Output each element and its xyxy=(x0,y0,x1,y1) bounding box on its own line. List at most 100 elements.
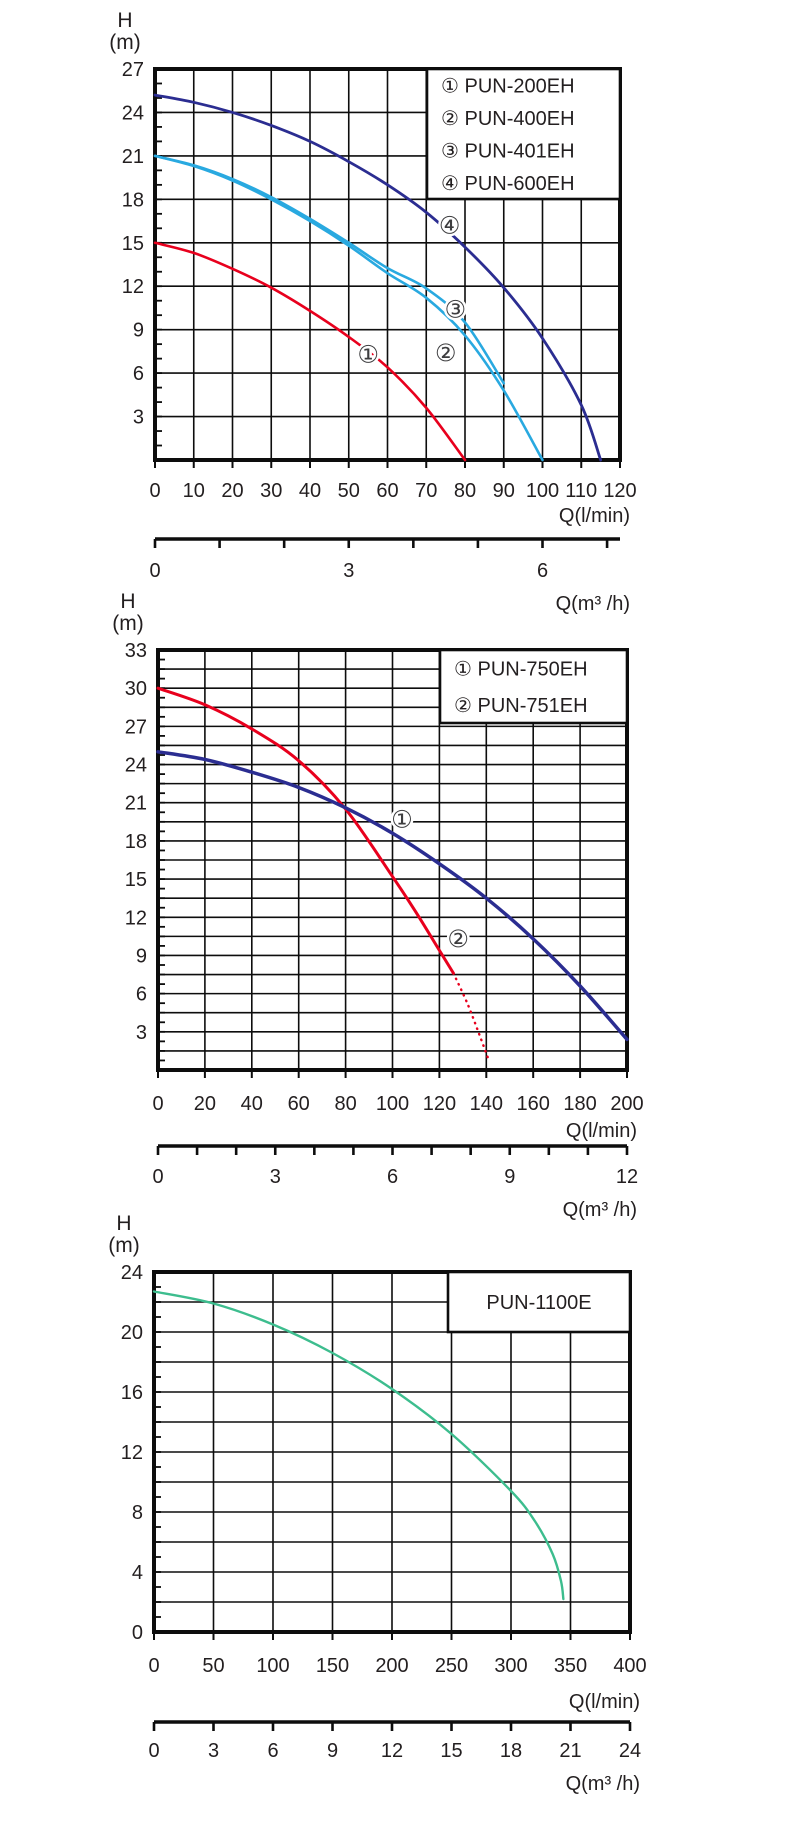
y-tick-label: 3 xyxy=(136,1022,147,1044)
y-tick-label: 6 xyxy=(136,984,147,1006)
x-tick-label: 120 xyxy=(423,1093,456,1115)
y-axis-title-unit: (m) xyxy=(109,31,140,54)
chart-pun-200-600-ruler: 0 3 6 Q(m³ /h) xyxy=(149,537,630,615)
ruler-tick-label: 18 xyxy=(500,1740,522,1762)
chart-pun-750-751-legend: ① PUN-750EH ② PUN-751EH xyxy=(438,648,629,725)
x-axis-title: Q(l/min) xyxy=(569,1691,640,1713)
legend-item: PUN-1100E xyxy=(486,1292,591,1314)
y-axis-title-unit: (m) xyxy=(112,612,143,635)
curve-PUN-750EH xyxy=(156,750,629,1042)
curve-marker-label: ① xyxy=(357,341,379,368)
x-tick-label: 200 xyxy=(610,1093,643,1115)
chart-pun-200-600-legend: ① PUN-200EH ② PUN-400EH ③ PUN-401EH ④ PUN-6… xyxy=(425,67,622,201)
chart-pun-1100-y-ticks xyxy=(154,1286,161,1618)
ruler-axis-title: Q(m³ /h) xyxy=(556,593,630,615)
curve-marker-label: ① xyxy=(391,806,413,833)
ruler-tick-label: 9 xyxy=(504,1166,515,1188)
legend-item: ① PUN-750EH xyxy=(454,658,588,680)
y-tick-label: 33 xyxy=(125,640,147,662)
y-tick-label: 30 xyxy=(125,678,147,700)
y-tick-label: 3 xyxy=(133,407,144,429)
x-tick-label: 20 xyxy=(221,480,243,502)
legend-item: ④ PUN-600EH xyxy=(441,173,575,195)
ruler-tick-label: 6 xyxy=(267,1740,278,1762)
y-tick-label: 8 xyxy=(132,1502,143,1524)
x-tick-label: 400 xyxy=(613,1655,646,1677)
y-tick-label: 24 xyxy=(125,755,147,777)
curve-marker-label: ③ xyxy=(445,296,467,323)
x-tick-label: 350 xyxy=(554,1655,587,1677)
legend-item: ① PUN-200EH xyxy=(441,75,575,97)
x-axis-title: Q(l/min) xyxy=(566,1120,637,1142)
x-tick-label: 80 xyxy=(334,1093,356,1115)
y-tick-label: 15 xyxy=(122,233,144,255)
x-tick-label: 100 xyxy=(376,1093,409,1115)
y-axis-title-h: H xyxy=(120,590,135,613)
chart-pun-750-751-y-ticks xyxy=(158,658,165,1062)
chart-pun-1100-ruler: 0 3 6 9 12 15 18 21 24 Q(m³ /h) xyxy=(148,1720,641,1795)
ruler-tick-label: 21 xyxy=(559,1740,581,1762)
x-tick-label: 100 xyxy=(526,480,559,502)
y-tick-label: 21 xyxy=(122,146,144,168)
legend-item: ② PUN-751EH xyxy=(454,695,588,717)
x-tick-label: 10 xyxy=(183,480,205,502)
chart-pun-750-751-ruler: 0 3 6 9 12 Q(m³ /h) xyxy=(152,1144,638,1221)
y-tick-label: 12 xyxy=(122,276,144,298)
ruler-tick-label: 3 xyxy=(343,560,354,582)
x-tick-label: 80 xyxy=(454,480,476,502)
x-tick-label: 70 xyxy=(415,480,437,502)
x-tick-label: 180 xyxy=(563,1093,596,1115)
ruler-tick-label: 12 xyxy=(616,1166,638,1188)
legend-item: ③ PUN-401EH xyxy=(441,140,575,162)
y-axis-title-h: H xyxy=(116,1212,131,1235)
curve-PUN-1100E xyxy=(152,1290,565,1601)
chart-pun-1100-x-ticks xyxy=(153,1632,631,1640)
x-tick-label: 90 xyxy=(493,480,515,502)
y-tick-label: 9 xyxy=(133,320,144,342)
ruler-axis-title: Q(m³ /h) xyxy=(563,1199,637,1221)
y-tick-label: 20 xyxy=(121,1322,143,1344)
x-tick-label: 50 xyxy=(202,1655,224,1677)
legend-box xyxy=(446,1270,632,1334)
y-tick-label: 24 xyxy=(121,1262,143,1284)
x-tick-label: 30 xyxy=(260,480,282,502)
y-tick-label: 18 xyxy=(125,831,147,853)
ruler-tick-label: 24 xyxy=(619,1740,641,1762)
ruler-tick-label: 12 xyxy=(381,1740,403,1762)
curve-marker-label: ② xyxy=(447,926,469,953)
ruler-tick-label: 3 xyxy=(208,1740,219,1762)
x-tick-label: 300 xyxy=(494,1655,527,1677)
x-tick-label: 0 xyxy=(148,1655,159,1677)
x-tick-label: 140 xyxy=(470,1093,503,1115)
ruler-tick-label: 9 xyxy=(327,1740,338,1762)
x-tick-label: 100 xyxy=(256,1655,289,1677)
ruler-tick-label: 6 xyxy=(537,560,548,582)
curve-marker-label: ② xyxy=(435,340,457,367)
y-tick-label: 4 xyxy=(132,1562,143,1584)
y-tick-label: 0 xyxy=(132,1622,143,1644)
curve-PUN-751EH-dotted xyxy=(452,972,490,1062)
y-tick-label: 12 xyxy=(125,907,147,929)
y-tick-label: 12 xyxy=(121,1442,143,1464)
y-tick-label: 9 xyxy=(136,945,147,967)
curve-marker-label: ④ xyxy=(439,212,461,239)
ruler-axis-title: Q(m³ /h) xyxy=(566,1773,640,1795)
y-tick-label: 27 xyxy=(125,716,147,738)
x-tick-label: 60 xyxy=(376,480,398,502)
x-tick-label: 0 xyxy=(149,480,160,502)
x-tick-label: 110 xyxy=(565,480,597,502)
x-tick-label: 160 xyxy=(517,1093,550,1115)
legend-item: ② PUN-400EH xyxy=(441,108,575,130)
y-tick-label: 27 xyxy=(122,59,144,81)
x-tick-label: 50 xyxy=(338,480,360,502)
y-tick-label: 15 xyxy=(125,869,147,891)
legend-box xyxy=(438,648,629,725)
y-tick-label: 21 xyxy=(125,793,147,815)
ruler-tick-label: 6 xyxy=(387,1166,398,1188)
curve-PUN-401EH xyxy=(153,154,506,385)
chart-pun-1100-legend: PUN-1100E xyxy=(446,1270,632,1334)
x-tick-label: 250 xyxy=(435,1655,468,1677)
